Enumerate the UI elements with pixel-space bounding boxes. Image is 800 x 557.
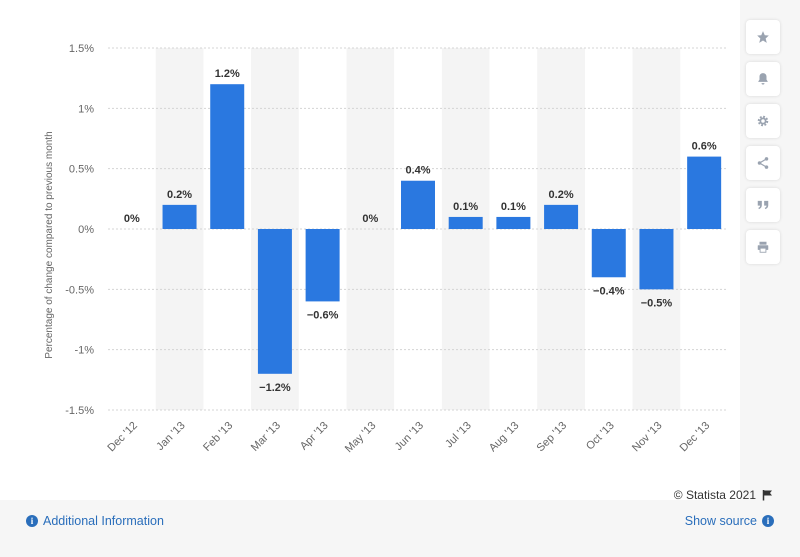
bar[interactable]: [448, 216, 483, 229]
bar[interactable]: [496, 216, 531, 229]
x-tick-label: Mar '13: [249, 420, 283, 454]
credit-text: © Statista 2021: [673, 488, 756, 502]
bar[interactable]: [257, 229, 292, 374]
y-tick-label: 1.5%: [69, 43, 94, 55]
data-label: 0.4%: [405, 165, 430, 177]
info-icon: i: [762, 515, 774, 527]
y-tick-label: 0.5%: [69, 164, 94, 176]
bar[interactable]: [162, 204, 197, 229]
y-tick-label: 0%: [78, 224, 94, 236]
share-button[interactable]: [746, 146, 780, 180]
y-tick-label: 1%: [78, 103, 94, 115]
favorite-button[interactable]: [746, 20, 780, 54]
chart-area: 1.5% 1% 0.5% 0% -0.5% -1% -1.5% 0% 0.2% 1.2% −1.2…: [44, 43, 728, 456]
bar[interactable]: [544, 204, 579, 229]
x-tick-label: Jun '13: [393, 420, 426, 453]
gear-icon: [757, 115, 769, 127]
quote-icon: [757, 200, 769, 210]
data-label: −1.2%: [259, 382, 291, 394]
data-label: 0.6%: [692, 141, 717, 153]
star-icon: [757, 31, 769, 43]
column-band: [346, 48, 395, 410]
data-label: 0.2%: [167, 189, 192, 201]
x-tick-label: Apr '13: [298, 420, 331, 453]
additional-information-label: Additional Information: [43, 514, 164, 528]
data-label: 0%: [362, 213, 378, 225]
data-label: 0%: [124, 213, 140, 225]
share-icon: [757, 157, 769, 169]
data-label: 1.2%: [215, 68, 240, 80]
data-label: 0.2%: [549, 189, 574, 201]
x-tick-label: May '13: [343, 420, 378, 455]
y-tick-label: -1.5%: [65, 405, 94, 417]
x-tick-label: Jul '13: [443, 420, 474, 451]
data-label: 0.1%: [501, 201, 526, 213]
bar[interactable]: [305, 229, 340, 302]
x-tick-label: Nov '13: [630, 420, 665, 455]
x-tick-label: Jan '13: [154, 420, 187, 453]
data-label: −0.6%: [307, 309, 339, 321]
additional-information-link[interactable]: i Additional Information: [26, 514, 164, 528]
print-button[interactable]: [746, 230, 780, 264]
statista-credit: © Statista 2021: [674, 488, 774, 502]
cite-button[interactable]: [746, 188, 780, 222]
settings-button[interactable]: [746, 104, 780, 138]
info-icon: i: [26, 515, 38, 527]
bar[interactable]: [639, 229, 674, 290]
x-tick-label: Oct '13: [584, 420, 617, 453]
notification-button[interactable]: [746, 62, 780, 96]
bar[interactable]: [591, 229, 626, 278]
show-source-link[interactable]: Show source i: [685, 514, 774, 528]
bar[interactable]: [687, 156, 722, 229]
show-source-label: Show source: [684, 514, 757, 528]
data-label: −0.4%: [593, 285, 625, 297]
print-icon: [757, 241, 769, 253]
bell-icon: [758, 73, 768, 85]
x-tick-label: Aug '13: [487, 420, 522, 455]
x-tick-label: Sep '13: [535, 420, 570, 455]
flag-icon[interactable]: [762, 489, 774, 501]
data-label: 0.1%: [453, 201, 478, 213]
y-tick-label: -1%: [74, 345, 94, 357]
bar-chart: 1.5% 1% 0.5% 0% -0.5% -1% -1.5% 0% 0.2% 1.2% −1.2…: [44, 43, 728, 455]
y-axis-label: Percentage of change compared to previou…: [44, 131, 55, 358]
data-label: −0.5%: [641, 297, 673, 309]
x-tick-label: Dec '13: [678, 420, 713, 455]
x-tick-label: Dec '12: [105, 420, 140, 455]
bar[interactable]: [210, 84, 245, 229]
bar[interactable]: [401, 180, 435, 229]
x-tick-label: Feb '13: [201, 420, 235, 454]
y-tick-label: -0.5%: [65, 284, 94, 296]
